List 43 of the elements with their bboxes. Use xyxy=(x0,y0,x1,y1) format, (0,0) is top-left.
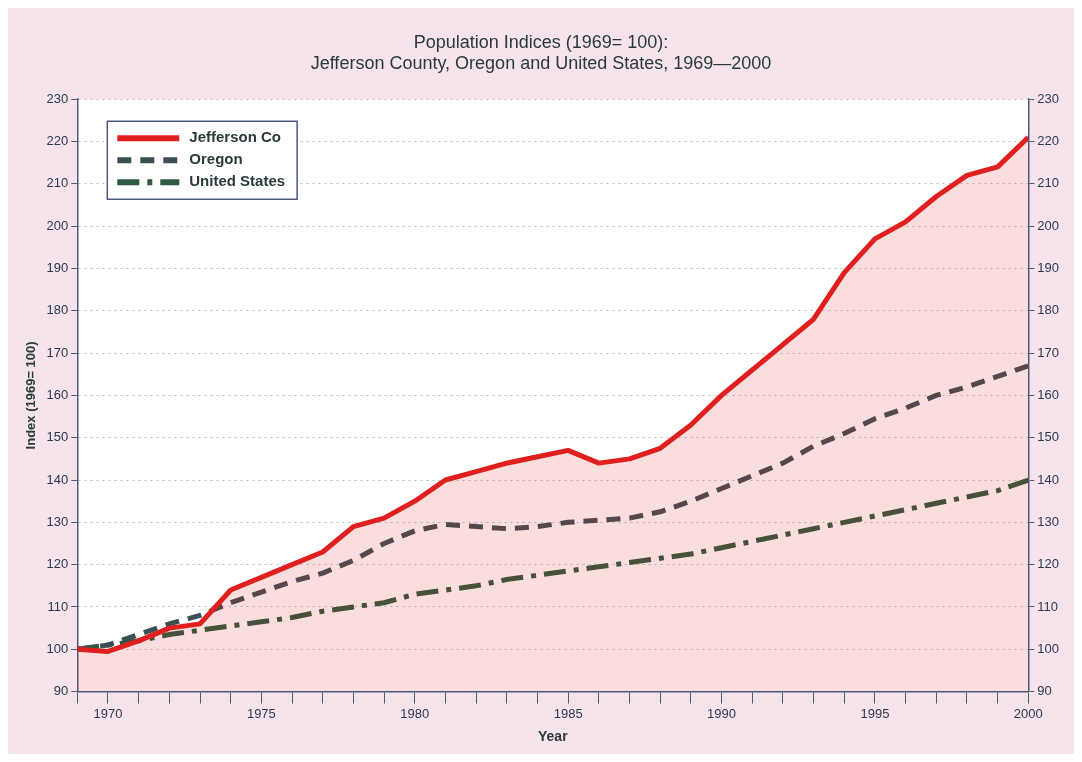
y2-tick-label: 230 xyxy=(1037,90,1060,106)
y2-tick-label: 180 xyxy=(1037,302,1060,318)
x-tick-label: 1975 xyxy=(246,705,276,721)
y2-tick-label: 210 xyxy=(1037,175,1060,191)
y-tick-label: 220 xyxy=(46,133,69,149)
y-tick-label: 170 xyxy=(46,344,69,360)
y-tick-label: 160 xyxy=(46,386,69,402)
y-tick-label: 150 xyxy=(46,429,69,445)
y2-tick-label: 160 xyxy=(1037,386,1060,402)
y2-tick-label: 200 xyxy=(1037,217,1060,233)
legend-label: United States xyxy=(189,172,286,190)
y-tick-label: 190 xyxy=(46,260,69,276)
y-tick-label: 110 xyxy=(47,598,69,614)
y2-tick-label: 120 xyxy=(1037,556,1060,572)
x-tick-label: 1995 xyxy=(860,705,890,721)
chart-title: Population Indices (1969= 100): Jefferson County, Oregon and United States, 1969—2000 xyxy=(310,31,772,74)
legend-label: Jefferson Co xyxy=(189,128,281,146)
y-tick-label: 140 xyxy=(46,471,69,487)
y2-tick-label: 90 xyxy=(1037,683,1052,699)
x-tick-label: 1990 xyxy=(707,705,736,721)
y2-tick-label: 170 xyxy=(1037,344,1060,360)
y-tick-label: 120 xyxy=(46,556,69,572)
x-axis-title: Year xyxy=(538,728,569,745)
x-tick-label: 1970 xyxy=(93,705,123,721)
y2-tick-label: 140 xyxy=(1037,471,1060,487)
legend-label: Oregon xyxy=(189,150,243,168)
y-tick-label: 90 xyxy=(53,683,69,699)
x-tick-label: 2000 xyxy=(1013,705,1043,721)
y2-tick-label: 150 xyxy=(1037,429,1060,445)
y2-tick-label: 190 xyxy=(1037,260,1060,276)
y2-tick-label: 100 xyxy=(1037,640,1060,656)
y-tick-label: 230 xyxy=(46,90,69,106)
y2-tick-label: 130 xyxy=(1037,513,1060,529)
y2-tick-label: 220 xyxy=(1037,133,1060,149)
x-tick-label: 1980 xyxy=(400,705,430,721)
y-axis-title: Index (1969= 100) xyxy=(23,341,39,450)
y-tick-label: 130 xyxy=(46,513,69,529)
y2-tick-label: 110 xyxy=(1037,598,1059,614)
x-tick-label: 1985 xyxy=(553,705,583,721)
y-tick-label: 100 xyxy=(46,640,69,656)
y-tick-label: 180 xyxy=(46,302,69,318)
y-tick-label: 210 xyxy=(46,175,69,191)
y-tick-label: 200 xyxy=(46,217,69,233)
